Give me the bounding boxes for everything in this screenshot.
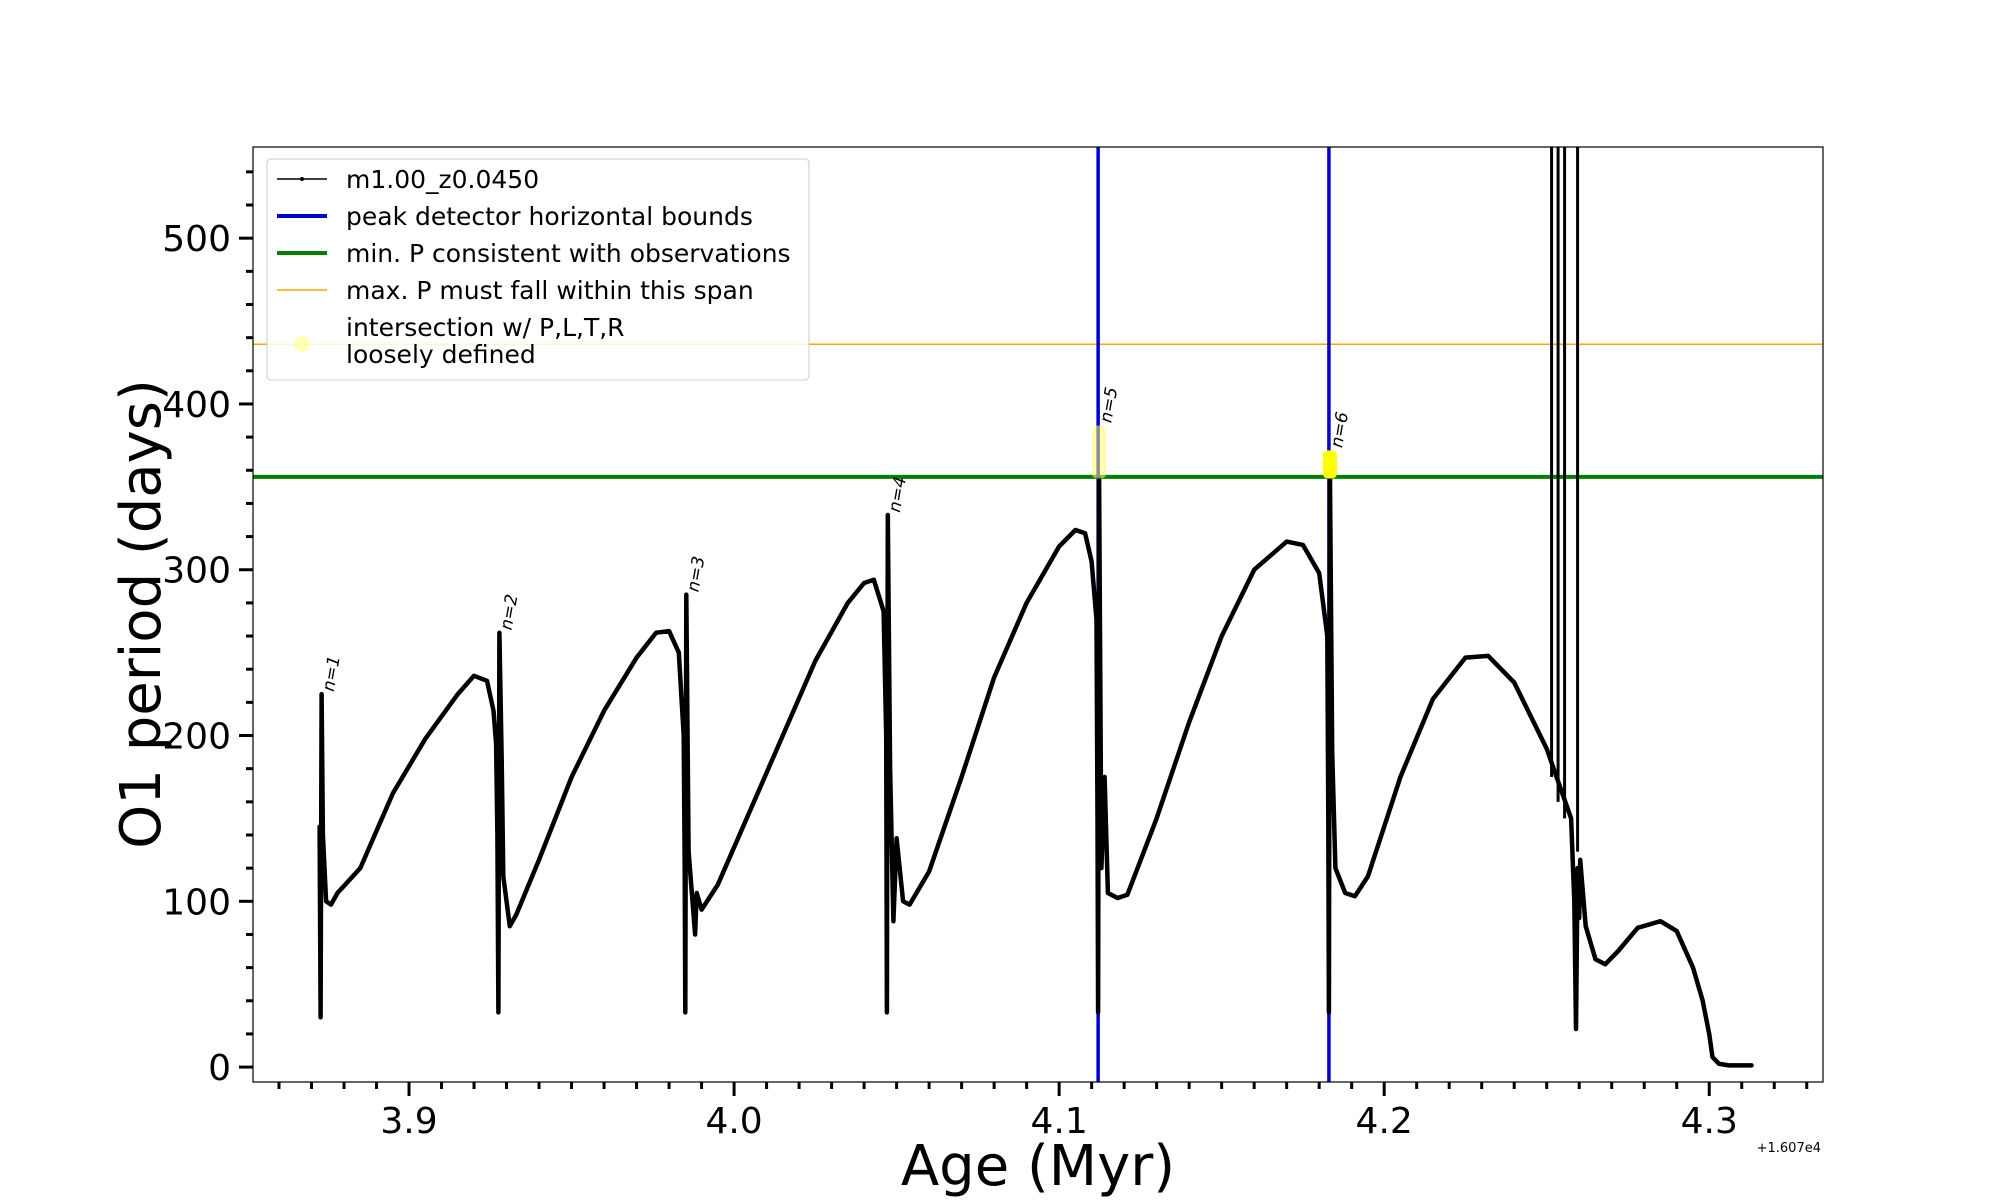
y-axis-title: O1 period (days): [109, 379, 174, 849]
x-axis: 3.9 4.0 4.1 4.2 4.3: [277, 1082, 1809, 1142]
legend-label-intersection-line2: loosely defined: [346, 340, 536, 369]
y-tick-label: 0: [208, 1048, 231, 1089]
legend-entry-min-period: min. P consistent with observations: [277, 239, 791, 268]
y-tick-label: 400: [162, 385, 231, 426]
legend-label-series: m1.00_z0.0450: [346, 165, 539, 194]
x-axis-title: Age (Myr): [901, 1134, 1175, 1199]
intersection-highlight: [1092, 425, 1107, 479]
intersection-highlight: [1322, 450, 1337, 479]
legend-swatch-series-marker: [300, 177, 304, 181]
y-axis: 0 100 200 300 400 500: [162, 170, 253, 1089]
x-tick-label: 3.9: [380, 1101, 437, 1142]
x-tick-label: 4.1: [1030, 1101, 1087, 1142]
y-tick-label: 100: [162, 882, 231, 923]
legend-entry-intersection: intersection w/ P,L,T,R loosely defined: [294, 313, 625, 369]
x-tick-label: 4.2: [1356, 1101, 1413, 1142]
legend-label-peak-bounds: peak detector horizontal bounds: [346, 202, 753, 231]
x-tick-label: 4.0: [705, 1101, 762, 1142]
x-axis-offset-label: +1.607e4: [1757, 1141, 1821, 1156]
legend-entry-series: m1.00_z0.0450: [277, 165, 539, 194]
y-tick-label: 300: [162, 551, 231, 592]
series-line: [317, 468, 1754, 1068]
plot-frame: [252, 146, 1824, 1083]
legend-label-min-period: min. P consistent with observations: [346, 239, 791, 268]
intersection-highlights: [1092, 425, 1337, 479]
legend-swatch-intersection: [294, 336, 310, 352]
legend-label-max-period: max. P must fall within this span: [346, 276, 754, 305]
legend-entry-max-period: max. P must fall within this span: [277, 276, 754, 305]
y-tick-label: 200: [162, 717, 231, 758]
y-tick-label: 500: [162, 219, 231, 260]
legend-box: [266, 158, 810, 381]
legend: m1.00_z0.0450 peak detector horizontal b…: [266, 158, 810, 381]
legend-entry-peak-bounds: peak detector horizontal bounds: [277, 202, 753, 231]
x-tick-label: 4.3: [1681, 1101, 1738, 1142]
legend-label-intersection-line1: intersection w/ P,L,T,R: [346, 313, 625, 342]
data-series: [317, 147, 1754, 1068]
